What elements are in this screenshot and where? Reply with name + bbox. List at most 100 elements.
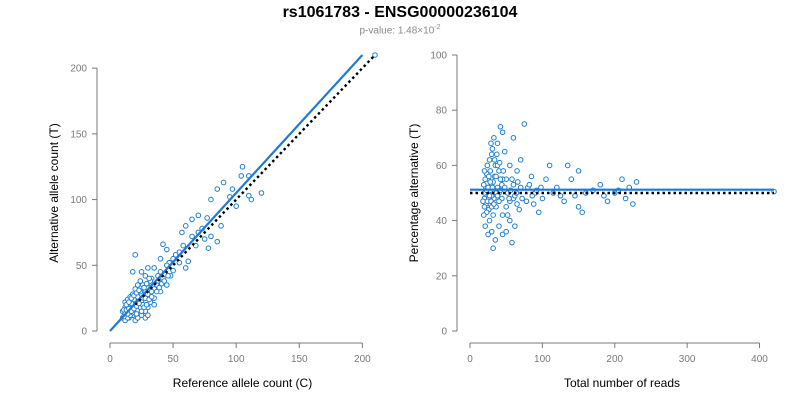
data-point <box>195 212 202 219</box>
data-point <box>246 192 252 199</box>
data-point <box>499 212 506 218</box>
x-tick-label: 50 <box>168 354 180 365</box>
data-point <box>500 168 507 174</box>
data-point <box>517 157 524 163</box>
data-point <box>148 294 155 300</box>
data-point <box>630 201 636 207</box>
data-point <box>509 239 515 246</box>
data-point <box>143 301 150 308</box>
y-tick-label: 40 <box>436 216 448 227</box>
data-point <box>129 269 136 275</box>
data-point <box>481 204 488 210</box>
data-point <box>510 181 517 188</box>
data-point <box>146 275 152 282</box>
y-tick-label: 60 <box>436 161 448 172</box>
data-point <box>488 151 495 158</box>
x-tick-label: 400 <box>751 354 768 365</box>
data-point <box>521 121 528 127</box>
data-point <box>163 282 170 288</box>
data-point <box>145 312 151 319</box>
data-point <box>507 217 513 224</box>
data-point <box>248 196 255 203</box>
data-point <box>579 209 585 216</box>
data-point <box>507 162 513 169</box>
data-point <box>504 212 511 218</box>
data-point <box>218 223 224 229</box>
data-point <box>486 192 493 199</box>
data-point <box>214 186 221 192</box>
data-point <box>512 223 518 229</box>
data-point <box>480 212 487 218</box>
y-tick-label: 200 <box>70 64 87 75</box>
y-tick-label: 20 <box>436 271 448 282</box>
data-point <box>575 168 582 174</box>
data-point <box>182 223 189 229</box>
data-point <box>148 288 155 295</box>
data-point <box>491 135 497 141</box>
data-point <box>490 212 496 218</box>
data-point <box>156 284 163 291</box>
data-point <box>516 206 523 213</box>
data-point <box>568 176 575 182</box>
data-point <box>510 135 517 141</box>
data-point <box>180 242 186 249</box>
data-point <box>604 198 611 205</box>
data-point <box>238 173 245 179</box>
data-point <box>499 129 506 136</box>
fit-line <box>109 54 364 332</box>
data-point <box>491 201 497 207</box>
data-point <box>481 168 488 174</box>
data-point <box>145 265 151 271</box>
data-point <box>138 269 145 275</box>
data-point <box>160 241 166 248</box>
data-point <box>133 311 140 317</box>
data-point <box>499 231 506 238</box>
x-tick-label: 300 <box>679 354 696 365</box>
data-point <box>496 198 502 205</box>
data-point <box>208 233 214 240</box>
data-point <box>496 223 502 229</box>
data-point <box>484 162 491 169</box>
data-point <box>514 179 521 185</box>
data-point <box>543 176 549 182</box>
data-point <box>151 301 157 308</box>
data-point <box>619 176 625 182</box>
data-point <box>153 288 160 295</box>
data-point <box>132 251 139 258</box>
x-tick-label: 0 <box>467 354 473 365</box>
data-point <box>205 245 212 251</box>
data-point <box>485 231 491 238</box>
data-point <box>597 181 604 188</box>
x-tick-label: 200 <box>354 354 371 365</box>
data-point <box>530 201 537 207</box>
data-point <box>509 176 515 182</box>
data-point <box>514 201 520 207</box>
data-point <box>208 196 214 203</box>
data-point <box>487 179 494 185</box>
data-point <box>170 267 176 274</box>
chart-title: rs1061783 - ENSG00000236104 <box>282 4 518 21</box>
data-point <box>490 245 496 251</box>
data-point <box>506 195 512 202</box>
data-point <box>372 52 378 58</box>
data-point <box>214 238 221 245</box>
allele-count-scatter: 0 50 100 150 200 0 50 100 150 200 Reference allele… <box>47 52 378 390</box>
data-point <box>622 195 629 202</box>
data-point <box>258 190 265 196</box>
data-point <box>229 186 236 192</box>
data-point <box>138 308 145 315</box>
data-point <box>561 198 567 205</box>
data-point <box>514 168 520 174</box>
x-tick-label: 100 <box>228 354 245 365</box>
data-point <box>546 162 553 169</box>
data-point <box>488 140 494 147</box>
data-point <box>220 179 227 186</box>
data-point <box>494 140 501 147</box>
data-point <box>163 246 170 253</box>
data-point <box>501 148 508 155</box>
data-point <box>239 163 246 170</box>
data-point <box>491 157 498 163</box>
y-tick-label: 80 <box>436 106 448 117</box>
data-point <box>137 278 144 284</box>
data-point <box>493 151 500 158</box>
